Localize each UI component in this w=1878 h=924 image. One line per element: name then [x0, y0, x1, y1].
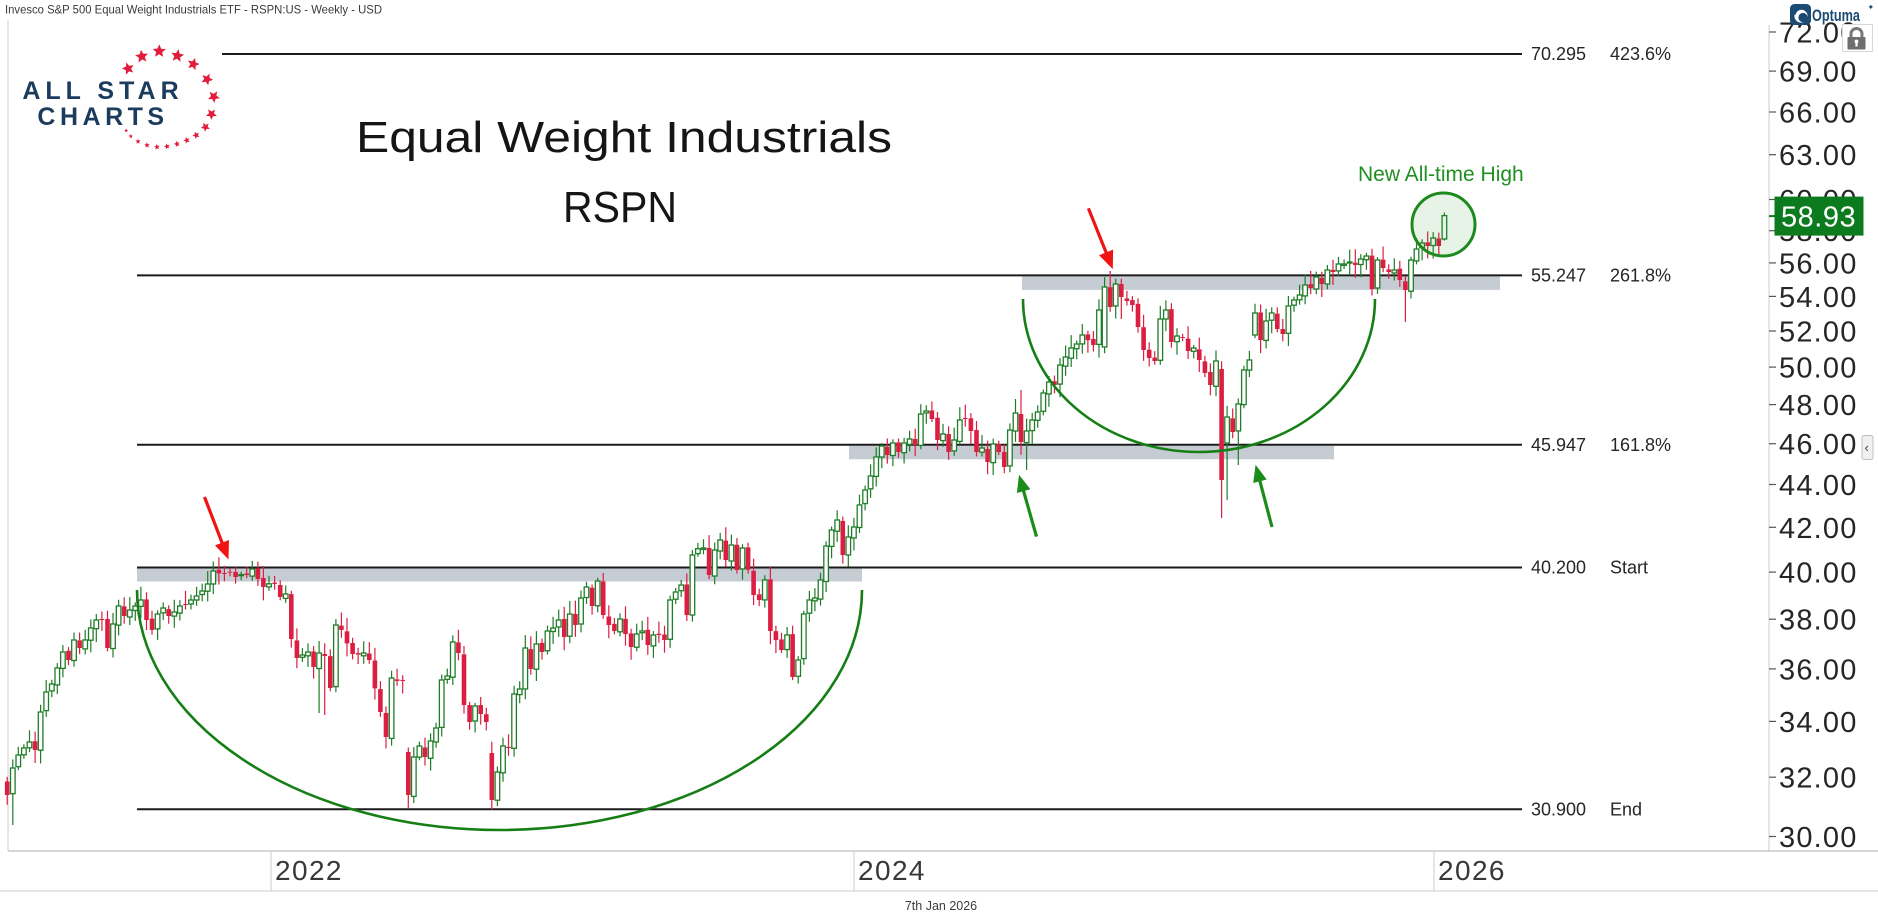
- svg-text:‹: ‹: [1865, 440, 1869, 455]
- svg-text:40.00: 40.00: [1779, 558, 1858, 590]
- svg-text:70.295: 70.295: [1531, 44, 1586, 64]
- svg-text:44.00: 44.00: [1779, 470, 1858, 502]
- svg-text:2024: 2024: [858, 855, 926, 886]
- svg-text:261.8%: 261.8%: [1610, 265, 1671, 285]
- svg-text:40.200: 40.200: [1531, 558, 1586, 578]
- svg-text:58.93: 58.93: [1781, 202, 1856, 234]
- svg-text:52.00: 52.00: [1779, 317, 1858, 349]
- svg-text:2022: 2022: [275, 855, 343, 886]
- svg-text:36.00: 36.00: [1779, 654, 1858, 686]
- svg-text:7th Jan 2026: 7th Jan 2026: [905, 899, 977, 913]
- svg-text:Invesco S&P 500 Equal Weight I: Invesco S&P 500 Equal Weight Industrials…: [5, 3, 382, 17]
- svg-text:32.00: 32.00: [1779, 763, 1858, 795]
- svg-text:56.00: 56.00: [1779, 248, 1858, 280]
- svg-text:69.00: 69.00: [1779, 57, 1858, 89]
- svg-text:161.8%: 161.8%: [1610, 435, 1671, 455]
- svg-text:ALL STAR: ALL STAR: [22, 77, 183, 105]
- svg-text:CHARTS: CHARTS: [37, 103, 168, 131]
- svg-text:66.00: 66.00: [1779, 98, 1858, 130]
- svg-text:42.00: 42.00: [1779, 513, 1858, 545]
- svg-text:55.247: 55.247: [1531, 265, 1586, 285]
- svg-text:63.00: 63.00: [1779, 140, 1858, 172]
- svg-text:Optuma: Optuma: [1812, 7, 1861, 25]
- svg-text:50.00: 50.00: [1779, 353, 1858, 385]
- svg-text:New All-time High: New All-time High: [1358, 163, 1524, 186]
- svg-text:423.6%: 423.6%: [1610, 44, 1671, 64]
- svg-text:30.900: 30.900: [1531, 799, 1586, 819]
- svg-text:45.947: 45.947: [1531, 435, 1586, 455]
- svg-text:End: End: [1610, 799, 1642, 819]
- svg-text:RSPN: RSPN: [563, 183, 677, 232]
- svg-text:Start: Start: [1610, 558, 1648, 578]
- svg-text:34.00: 34.00: [1779, 707, 1858, 739]
- svg-text:38.00: 38.00: [1779, 605, 1858, 637]
- svg-text:46.00: 46.00: [1779, 429, 1858, 461]
- svg-text:48.00: 48.00: [1779, 390, 1858, 422]
- svg-text:54.00: 54.00: [1779, 282, 1858, 314]
- svg-text:2026: 2026: [1438, 855, 1506, 886]
- svg-text:30.00: 30.00: [1779, 822, 1858, 854]
- svg-text:Equal Weight Industrials: Equal Weight Industrials: [356, 113, 892, 162]
